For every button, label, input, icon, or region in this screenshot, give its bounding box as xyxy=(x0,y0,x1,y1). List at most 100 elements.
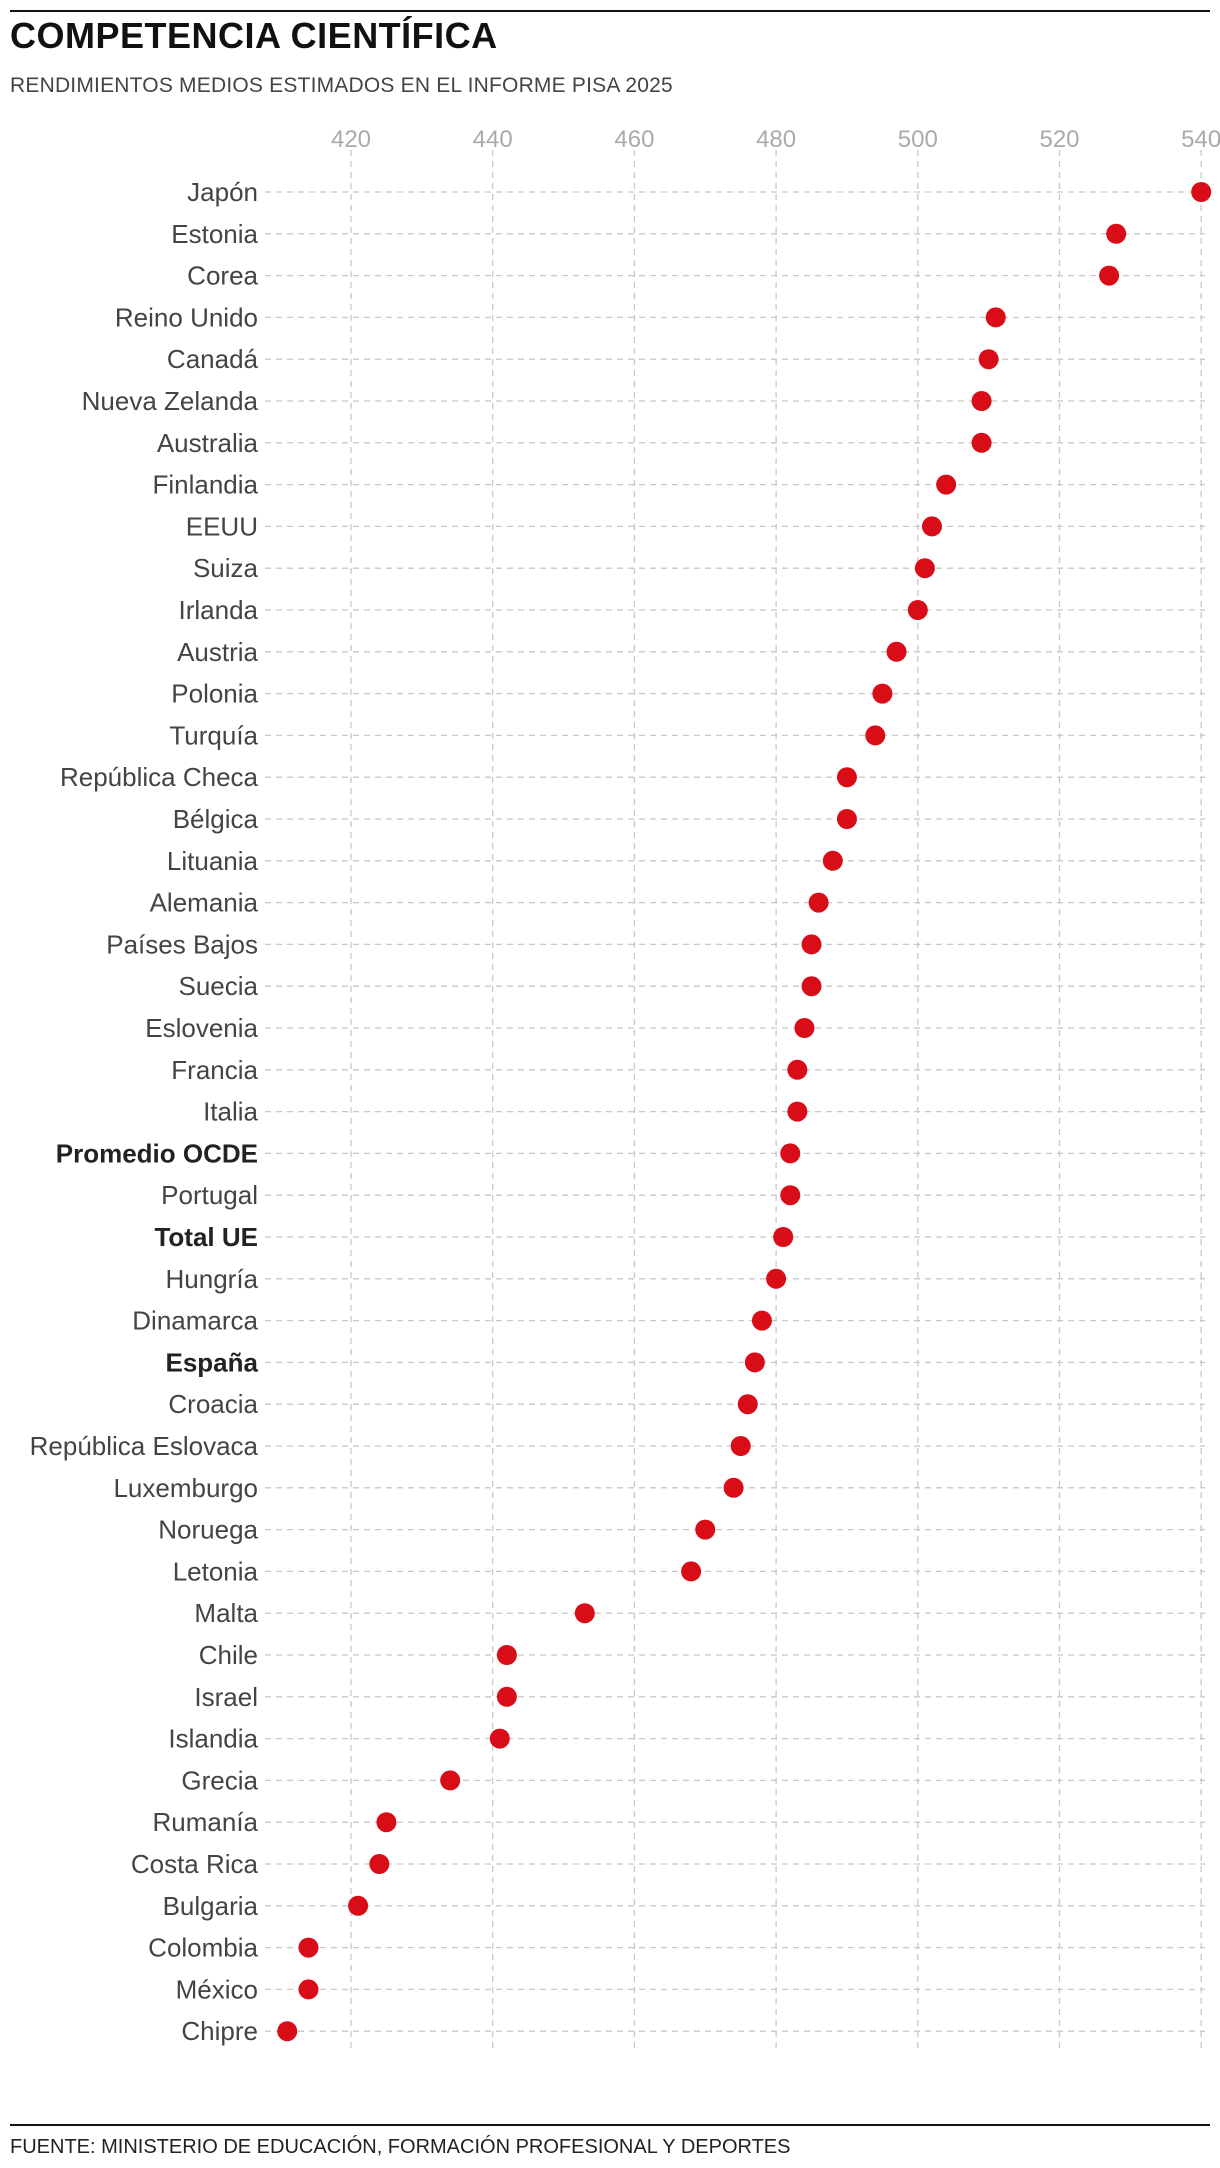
country-label: Suecia xyxy=(179,971,259,1001)
data-point xyxy=(865,725,886,746)
bottom-rule xyxy=(10,2124,1210,2126)
data-point xyxy=(773,1227,794,1247)
country-label: Australia xyxy=(157,428,259,458)
data-point xyxy=(695,1519,716,1540)
data-point xyxy=(787,1059,808,1080)
country-label: Polonia xyxy=(171,679,258,709)
country-label: Nueva Zelanda xyxy=(82,386,259,416)
data-point xyxy=(787,1101,808,1122)
x-tick-label: 540 xyxy=(1181,126,1220,153)
source-note: FUENTE: MINISTERIO DE EDUCACIÓN, FORMACI… xyxy=(10,2136,791,2158)
data-point xyxy=(277,2021,298,2042)
country-label: Letonia xyxy=(173,1556,259,1586)
data-point xyxy=(737,1394,758,1415)
x-tick-label: 520 xyxy=(1039,126,1079,153)
country-label: Chipre xyxy=(181,2016,258,2046)
data-point xyxy=(971,391,992,411)
country-label: Malta xyxy=(194,1598,258,1628)
country-label: Croacia xyxy=(168,1389,258,1419)
x-tick-label: 500 xyxy=(898,126,938,153)
data-point xyxy=(496,1645,517,1665)
country-label: Promedio OCDE xyxy=(56,1138,258,1168)
data-point xyxy=(794,1018,815,1038)
data-point xyxy=(766,1268,787,1289)
country-label: Austria xyxy=(177,637,258,667)
country-label: México xyxy=(176,1974,258,2004)
data-point xyxy=(907,600,928,620)
country-label: Islandia xyxy=(168,1724,258,1754)
country-label: Grecia xyxy=(181,1765,258,1795)
country-label: Total UE xyxy=(154,1222,258,1252)
country-label: España xyxy=(166,1347,259,1377)
country-label: Chile xyxy=(199,1640,258,1670)
country-label: Bélgica xyxy=(173,804,259,834)
data-point xyxy=(914,558,935,579)
country-label: Países Bajos xyxy=(106,929,258,959)
country-label: Dinamarca xyxy=(132,1306,258,1336)
country-label: República Checa xyxy=(60,762,259,792)
data-point xyxy=(440,1770,461,1791)
country-label: Rumanía xyxy=(153,1807,259,1837)
data-point xyxy=(780,1185,801,1206)
data-point xyxy=(886,641,907,662)
data-point xyxy=(808,892,829,913)
data-point xyxy=(298,1979,319,2000)
data-point xyxy=(496,1686,517,1707)
country-label: Lituania xyxy=(167,846,259,876)
country-label: Hungría xyxy=(166,1264,259,1294)
country-label: Italia xyxy=(203,1097,258,1127)
data-point xyxy=(348,1895,369,1916)
data-point xyxy=(921,516,942,537)
country-label: Reino Unido xyxy=(115,302,258,332)
data-point xyxy=(822,850,843,871)
data-point xyxy=(1099,265,1120,286)
data-point xyxy=(751,1310,772,1331)
data-point xyxy=(369,1854,390,1874)
country-label: Irlanda xyxy=(179,595,259,625)
country-label: Bulgaria xyxy=(163,1891,259,1921)
data-point xyxy=(836,809,857,829)
top-rule xyxy=(10,10,1210,12)
country-label: Israel xyxy=(194,1682,258,1712)
country-label: República Eslovaca xyxy=(30,1431,259,1461)
country-label: EEUU xyxy=(186,511,258,541)
chart-subtitle: RENDIMIENTOS MEDIOS ESTIMADOS EN EL INFO… xyxy=(10,74,673,97)
data-point xyxy=(681,1561,702,1582)
data-point xyxy=(801,976,822,997)
data-point xyxy=(574,1603,595,1624)
chart-title: COMPETENCIA CIENTÍFICA xyxy=(10,15,498,56)
x-tick-label: 420 xyxy=(331,126,371,153)
data-point xyxy=(730,1436,751,1456)
country-label: Alemania xyxy=(150,888,259,918)
x-tick-label: 460 xyxy=(614,126,654,153)
x-tick-label: 440 xyxy=(473,126,513,153)
country-label: Corea xyxy=(187,261,258,291)
country-label: Portugal xyxy=(161,1180,258,1210)
x-tick-label: 480 xyxy=(756,126,796,153)
data-point xyxy=(298,1937,319,1958)
country-label: Finlandia xyxy=(152,470,258,500)
country-label: Japón xyxy=(187,177,258,207)
country-label: Suiza xyxy=(193,553,259,583)
data-point xyxy=(872,683,893,704)
country-label: Canadá xyxy=(167,344,259,374)
data-point xyxy=(801,934,822,955)
dot-plot: 420 440 460 480 500 520 540 Japón Estonia Corea Re… xyxy=(30,126,1220,2050)
country-label: Colombia xyxy=(148,1933,258,1963)
data-point xyxy=(936,474,957,495)
data-point xyxy=(723,1477,744,1498)
country-label: Eslovenia xyxy=(145,1013,258,1043)
data-point xyxy=(836,767,857,788)
country-label: Francia xyxy=(171,1055,258,1085)
country-label: Costa Rica xyxy=(131,1849,259,1879)
data-point xyxy=(1106,223,1127,244)
country-label: Noruega xyxy=(158,1515,258,1545)
data-point xyxy=(376,1812,397,1833)
data-point xyxy=(489,1728,510,1749)
country-label: Estonia xyxy=(171,219,258,249)
data-point xyxy=(978,349,999,370)
data-point xyxy=(985,307,1006,328)
country-label: Turquía xyxy=(169,720,258,750)
data-point xyxy=(1191,182,1212,202)
data-point xyxy=(744,1352,765,1373)
